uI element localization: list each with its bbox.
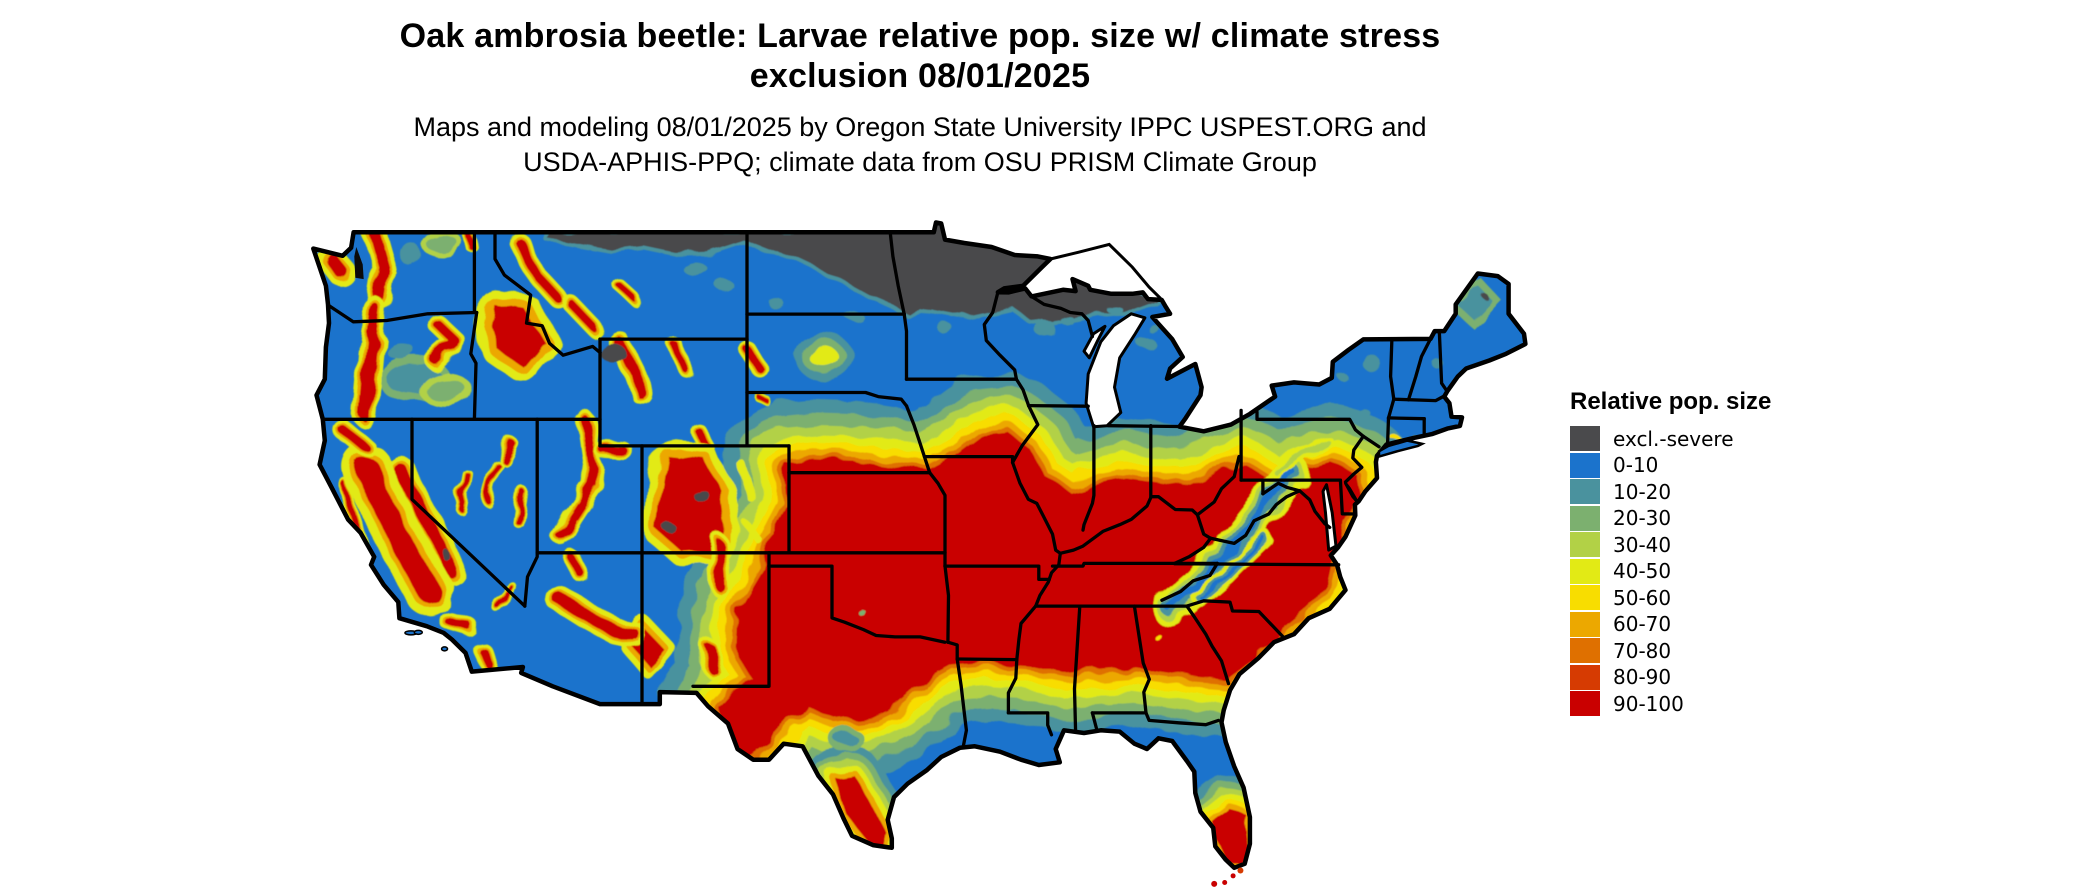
channel-islands [404, 629, 449, 652]
map-subtitle: Maps and modeling 08/01/2025 by Oregon S… [318, 110, 1522, 179]
lake-michigan [1084, 312, 1147, 429]
legend-item: 20-30 [1570, 505, 1870, 531]
legend-label: 10-20 [1613, 479, 1672, 504]
legend-label: 30-40 [1613, 532, 1672, 557]
long-island [1377, 439, 1426, 459]
legend-item: 60-70 [1570, 611, 1870, 637]
legend-swatch-icon [1570, 558, 1600, 584]
legend-label: 80-90 [1613, 665, 1672, 689]
canada-border-lake-superior [1050, 242, 1162, 300]
legend-swatch-icon [1570, 585, 1600, 610]
map-subtitle-line2: USDA-APHIS-PPQ; climate data from OSU PR… [523, 146, 1317, 177]
legend-label: 40-50 [1613, 559, 1672, 583]
legend-label: 90-100 [1613, 691, 1684, 716]
map-subtitle-line1: Maps and modeling 08/01/2025 by Oregon S… [413, 112, 1427, 143]
legend-swatch-icon [1570, 452, 1600, 478]
legend-label: 50-60 [1613, 585, 1672, 610]
legend-label: 20-30 [1613, 506, 1672, 530]
legend-item: 0-10 [1570, 452, 1870, 478]
map-title-line1: Oak ambrosia beetle: Larvae relative pop… [399, 17, 1441, 55]
legend-label: 60-70 [1613, 612, 1672, 636]
legend-item: 40-50 [1570, 558, 1870, 584]
legend-swatch-icon [1570, 611, 1600, 637]
legend: Relative pop. size excl.-severe 0-10 10-20… [1570, 388, 1870, 718]
legend-swatch-icon [1570, 664, 1600, 690]
map-title-line2: exclusion 08/01/2025 [749, 57, 1091, 96]
legend-swatch-icon [1570, 479, 1600, 504]
florida-keys [1211, 867, 1244, 887]
legend-items: excl.-severe 0-10 10-20 20-30 30-40 40-50 50-6… [1570, 426, 1870, 716]
legend-swatch-icon [1570, 505, 1600, 531]
legend-swatch-icon [1570, 638, 1600, 663]
legend-label: 70-80 [1613, 638, 1672, 663]
legend-item: 90-100 [1570, 691, 1870, 716]
chesapeake-bay [1321, 483, 1338, 552]
map-title: Oak ambrosia beetle: Larvae relative pop… [318, 16, 1522, 96]
state-borders [321, 230, 1449, 748]
legend-item: 10-20 [1570, 479, 1870, 504]
legend-swatch-icon [1570, 691, 1600, 716]
legend-swatch-icon [1570, 532, 1600, 557]
legend-label: 0-10 [1613, 453, 1659, 477]
legend-item: 80-90 [1570, 664, 1870, 690]
legend-swatch-icon [1570, 426, 1600, 451]
legend-item: 70-80 [1570, 638, 1870, 663]
legend-label: excl.-severe [1613, 426, 1734, 451]
legend-title: Relative pop. size [1570, 388, 1772, 415]
chart-header: Oak ambrosia beetle: Larvae relative pop… [318, 16, 1522, 179]
us-map [311, 220, 1528, 887]
legend-item: 30-40 [1570, 532, 1870, 557]
puget-sound [354, 247, 364, 280]
us-outline [311, 220, 1528, 871]
legend-item: 50-60 [1570, 585, 1870, 610]
legend-item: excl.-severe [1570, 426, 1870, 451]
